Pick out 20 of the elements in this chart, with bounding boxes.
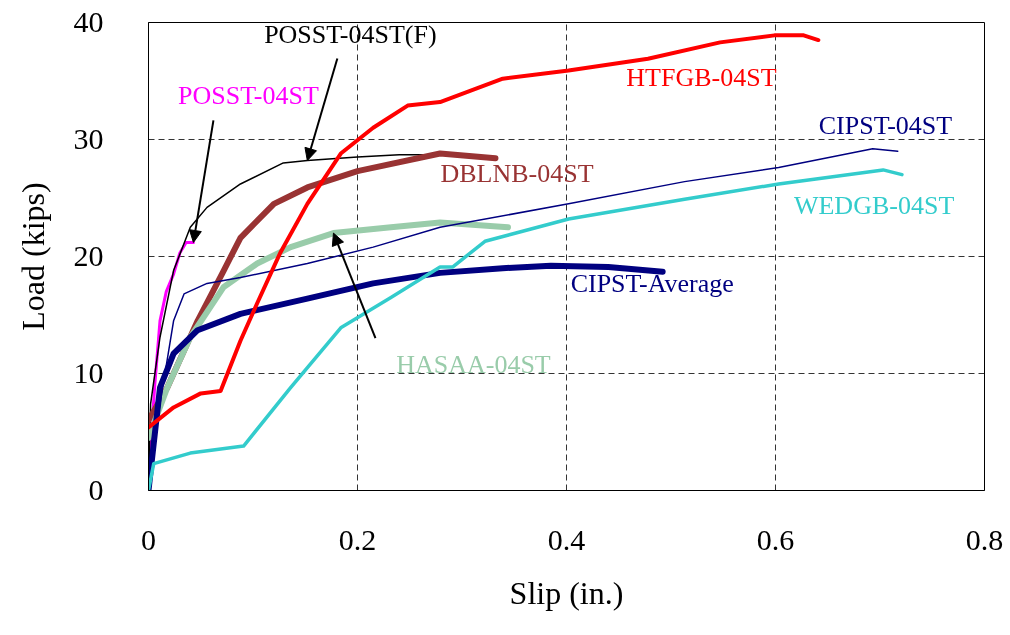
y-tick-label: 10: [73, 356, 104, 389]
x-tick-label: 0.6: [756, 522, 795, 556]
text: POSST-04ST: [178, 81, 319, 111]
text: HASAA-04ST: [396, 350, 551, 380]
y-tick-label: 30: [73, 122, 104, 155]
x-tick-label: 0.8: [965, 522, 1004, 556]
series-label: CIPST-Average: [570, 269, 734, 299]
text: POSST-04ST(F): [264, 19, 437, 49]
series-label: CIPST-04ST: [818, 110, 953, 140]
y-axis-title: Load (kips): [14, 182, 51, 331]
series-label: WEDGB-04ST: [793, 191, 955, 221]
x-axis-title: Slip (in.): [509, 574, 624, 611]
y-tick-label: 20: [73, 239, 104, 272]
y-tick-label: 40: [73, 5, 104, 38]
x-tick-label: 0: [141, 522, 156, 556]
y-tick-label: 0: [88, 473, 104, 506]
x-tick-label: 0.4: [547, 522, 586, 556]
series-label: DBLNB-04ST: [440, 158, 594, 188]
x-tick-label: 0.2: [338, 522, 377, 556]
series-label: HTFGB-04ST: [626, 62, 777, 92]
